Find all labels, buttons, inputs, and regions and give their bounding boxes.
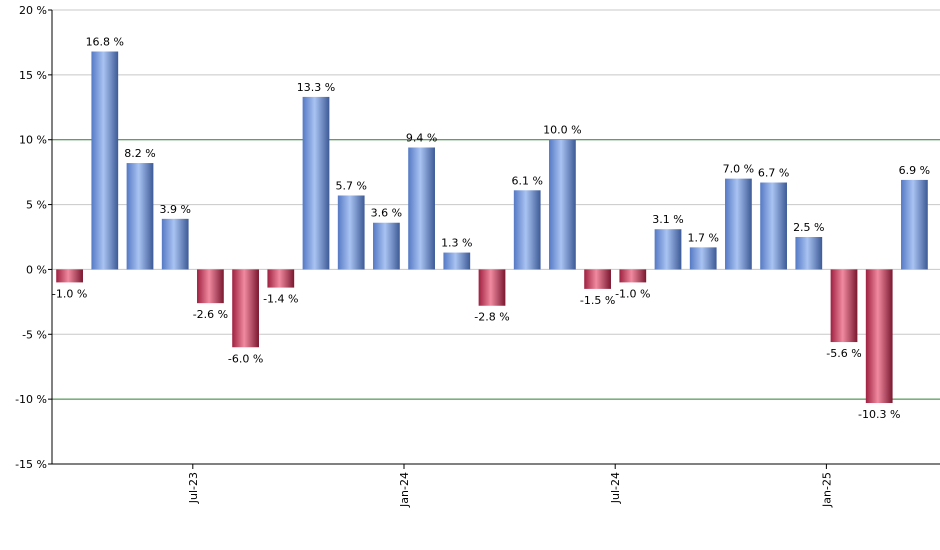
data-label: 2.5 %	[793, 221, 824, 234]
bar-positive	[654, 229, 682, 270]
data-label: 5.7 %	[335, 179, 366, 192]
y-tick-label: 10 %	[19, 134, 47, 147]
bar-positive	[725, 178, 752, 270]
data-label: 13.3 %	[297, 81, 335, 94]
bar-positive	[408, 147, 435, 270]
data-labels: -1.0 % 16.8 % 8.2 % 3.9 % -2.6 % -6.0 % -1.4 %…	[52, 36, 930, 422]
data-label: 3.9 %	[159, 203, 190, 216]
data-label: 6.1 %	[511, 174, 542, 187]
bar-positive	[795, 237, 823, 270]
data-label: -2.8 %	[474, 311, 509, 324]
bar-positive	[760, 182, 787, 270]
bar-negative	[619, 269, 647, 283]
bar-positive	[549, 139, 576, 270]
data-label: 9.4 %	[406, 131, 437, 144]
bars	[56, 51, 928, 404]
bar-positive	[689, 247, 717, 270]
data-label: -5.6 %	[826, 347, 861, 360]
y-tick-label: 0 %	[26, 263, 47, 276]
y-tick-label: -10 %	[15, 393, 47, 406]
bar-positive	[901, 179, 928, 270]
y-tick-label: -15 %	[15, 458, 47, 471]
data-label: -6.0 %	[228, 352, 263, 365]
data-label: 16.8 %	[86, 36, 124, 49]
x-tick-label: Jul-24	[609, 472, 622, 504]
bar-negative	[584, 269, 611, 289]
bar-positive	[91, 51, 119, 270]
data-label: 6.9 %	[899, 164, 930, 177]
bar-negative	[197, 269, 224, 304]
bar-negative	[267, 269, 295, 288]
bar-negative	[830, 269, 858, 343]
bar-positive	[126, 163, 154, 270]
data-label: 1.3 %	[441, 237, 472, 250]
bar-positive	[513, 190, 541, 270]
bar-negative	[865, 269, 893, 404]
data-label: 3.6 %	[371, 207, 402, 220]
y-tick-label: -5 %	[22, 328, 47, 341]
data-label: -10.3 %	[858, 408, 900, 421]
bar-negative	[478, 269, 506, 306]
bar-positive	[337, 195, 365, 270]
data-label: 7.0 %	[723, 163, 754, 176]
y-tick-label: 20 %	[19, 4, 47, 17]
bar-positive	[161, 218, 189, 270]
bar-negative	[56, 269, 83, 283]
bar-positive	[443, 252, 471, 270]
bar-negative	[232, 269, 259, 348]
x-tick-label: Jan-25	[820, 472, 833, 508]
bar-positive	[373, 222, 400, 270]
data-label: 3.1 %	[652, 213, 683, 226]
data-label: 10.0 %	[543, 124, 581, 137]
data-label: -1.5 %	[580, 294, 615, 307]
data-label: -1.4 %	[263, 293, 298, 306]
x-tick-label: Jan-24	[398, 472, 411, 508]
bar-positive	[302, 96, 330, 270]
data-label: 1.7 %	[687, 231, 718, 244]
data-label: -1.0 %	[615, 287, 650, 300]
data-label: 8.2 %	[124, 147, 155, 160]
data-label: -1.0 %	[52, 287, 87, 300]
x-tick-label: Jul-23	[187, 472, 200, 504]
y-tick-label: 15 %	[19, 69, 47, 82]
y-tick-label: 5 %	[26, 199, 47, 212]
data-label: -2.6 %	[193, 308, 228, 321]
axes: 20 % 15 % 10 % 5 % 0 % -5 % -10 % -15 % Jul-23 Ja…	[15, 4, 940, 508]
data-label: 6.7 %	[758, 167, 789, 180]
